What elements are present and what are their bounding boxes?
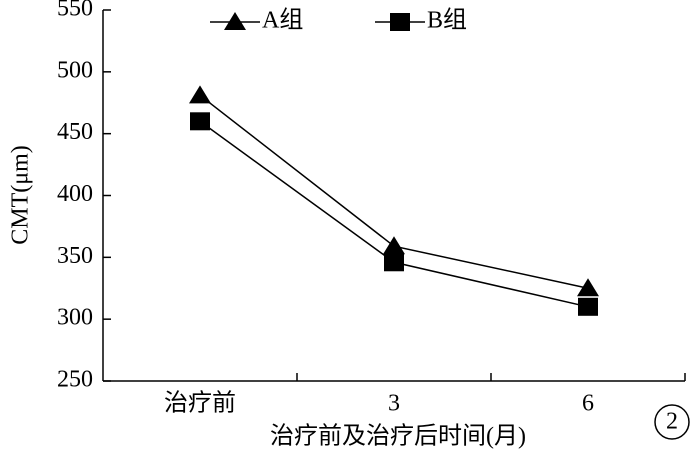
x-axis-label: 治疗前及治疗后时间(月) bbox=[270, 423, 526, 450]
x-tick-label: 6 bbox=[582, 391, 594, 417]
annotation-circle bbox=[654, 404, 690, 440]
y-tick-label: 450 bbox=[57, 119, 93, 145]
x-tick-label: 3 bbox=[388, 391, 400, 417]
y-axis-label: CMT(μm) bbox=[8, 145, 34, 245]
y-tick-label: 500 bbox=[57, 57, 93, 83]
point bbox=[189, 85, 211, 104]
point bbox=[190, 112, 210, 131]
legend-marker bbox=[390, 13, 410, 31]
y-tick-label: 300 bbox=[57, 305, 93, 331]
x-tick-label: 治疗前 bbox=[164, 390, 236, 417]
point bbox=[577, 278, 599, 297]
legend-label: A组 bbox=[262, 7, 303, 34]
point bbox=[384, 253, 404, 272]
annotation: 2 bbox=[666, 409, 678, 435]
y-tick-label: 250 bbox=[57, 367, 93, 393]
point bbox=[578, 297, 598, 316]
legend-label: B组 bbox=[427, 7, 467, 34]
series-line bbox=[199, 120, 589, 308]
legend-marker bbox=[224, 12, 246, 30]
y-tick-label: 350 bbox=[57, 243, 93, 269]
point bbox=[383, 236, 405, 255]
y-tick-label: 550 bbox=[57, 0, 93, 22]
y-tick-label: 400 bbox=[57, 181, 93, 207]
